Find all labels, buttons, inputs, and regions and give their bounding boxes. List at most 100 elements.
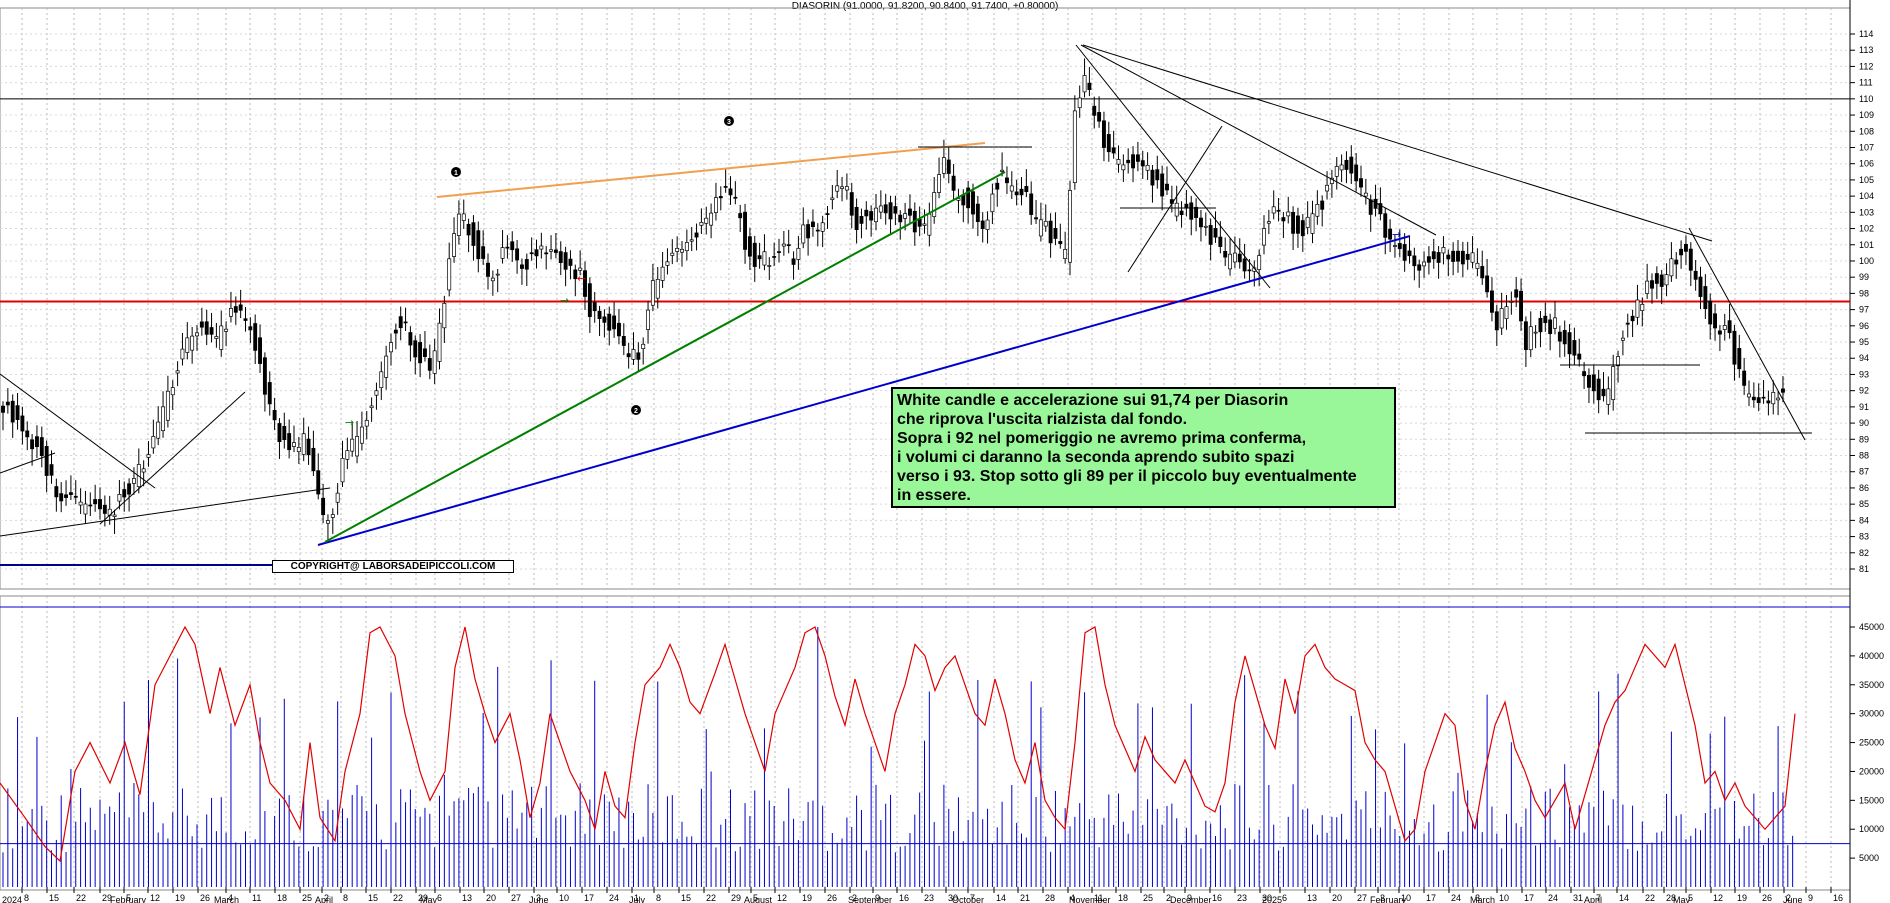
x-day-label: 22 [393,893,403,903]
candle-body [723,186,728,188]
x-month-label: March [214,895,239,903]
candle-body [369,405,374,409]
candle-body [1053,228,1058,239]
candle-body [815,229,820,232]
candle-body [1237,253,1242,263]
x-day-label: 9 [875,893,880,903]
annotation-box: White candle e accelerazione sui 91,74 p… [891,387,1396,508]
candle-body [1528,326,1533,351]
green-arrow-icon: → [345,416,354,429]
x-month-label: March [1470,895,1495,903]
candle-body [1160,173,1165,197]
candle-body [1004,177,1009,184]
candle-body [932,192,937,217]
candle-body [1145,164,1150,171]
candle-body [840,186,845,189]
candle-body [849,192,854,216]
candle-body [1014,191,1019,196]
candle-body [1063,249,1068,259]
candle-body [1276,209,1281,212]
candle-body [854,206,859,230]
annotation-line: in essere. [897,487,971,504]
candle-body [1509,301,1514,303]
candle-body [1024,186,1029,192]
candle-body [1480,266,1485,279]
x-day-label: 2 [1166,893,1171,903]
candle-body [437,322,442,362]
candle-body [1436,252,1441,263]
candle-body [1223,250,1228,258]
candle-body [747,236,752,257]
candle-body [1717,330,1722,335]
candle-body [282,426,287,440]
candle-body [1165,183,1169,191]
x-day-label: 14 [996,893,1006,903]
x-month-label: February [110,895,147,903]
candle-body [893,206,898,214]
candle-body [1727,320,1732,334]
x-day-label: 2 [1786,893,1791,903]
candle-body [1514,289,1519,298]
candle-body [195,332,199,337]
candle-body [583,270,587,297]
x-month-label: December [1170,895,1212,903]
candle-body [68,492,73,495]
price-y-label: 92 [1859,386,1869,396]
candle-body [1232,252,1237,263]
x-day-label: 14 [1619,893,1629,903]
candle-body [495,273,500,276]
candle-body [641,343,646,349]
candle-body [718,196,723,199]
candle-body [1203,225,1208,228]
candle-body [1048,220,1053,244]
x-day-label: 24 [609,893,619,903]
candle-body [1422,261,1426,267]
candle-body [1213,228,1218,238]
x-day-label: 18 [1118,893,1128,903]
x-day-label: 20 [486,893,496,903]
candle-body [1417,264,1422,271]
candle-body [626,353,631,358]
candle-body [1218,236,1223,247]
candle-body [1446,254,1451,260]
trendline-down-recent [1688,227,1806,441]
candle-body [1698,276,1703,297]
candle-body [1703,286,1708,310]
candle-body [733,196,738,199]
candle-body [1470,252,1475,263]
x-day-label: 2 [324,893,329,903]
price-y-label: 112 [1859,61,1873,71]
candle-body [1669,258,1674,277]
x-day-label: 27 [511,893,521,903]
candle-body [675,247,680,252]
candle-body [1543,315,1548,323]
price-y-label: 87 [1859,467,1869,477]
candle-body [1286,211,1291,217]
x-day-label: 2 [852,893,857,903]
candle-body [1572,340,1577,356]
price-y-label: 97 [1859,305,1869,315]
blue-arrow-icon: → [1392,228,1401,241]
candle-body [1087,82,1092,90]
x-day-label: 22 [706,893,716,903]
candle-body [1553,317,1557,329]
x-month-label: June [1783,895,1803,903]
candle-body [835,185,840,192]
x-day-label: 7 [1596,893,1601,903]
candle-body [1679,248,1684,256]
candle-body [170,387,175,396]
price-y-label: 100 [1859,256,1874,266]
candle-body [757,255,762,260]
candle-body [1582,371,1587,377]
candle-body [146,454,151,458]
candle-body [1184,203,1189,209]
orange-resistance-trendline [436,142,986,198]
candle-body [1674,259,1679,265]
candle-body [694,232,699,238]
candle-body [1742,370,1747,386]
candle-body [1373,198,1378,209]
candle-body [966,187,971,209]
price-y-label: 90 [1859,418,1869,428]
x-day-label: 29 [102,893,112,903]
price-y-label: 105 [1859,175,1874,185]
